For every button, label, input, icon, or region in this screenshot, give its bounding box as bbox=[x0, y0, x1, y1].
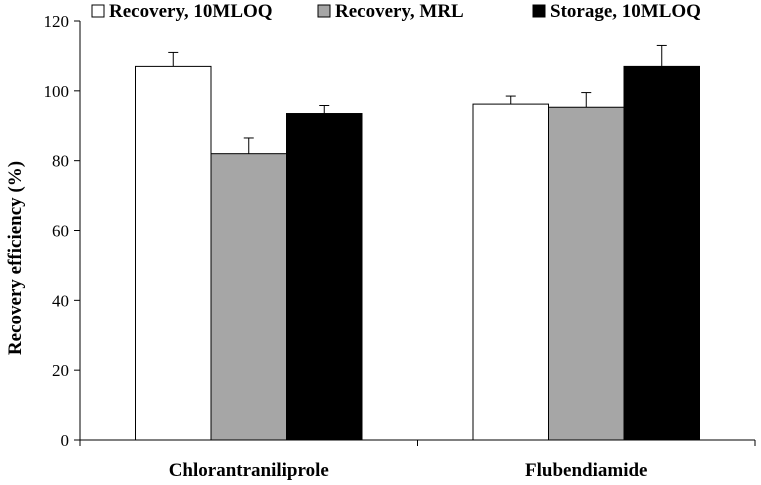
bar bbox=[286, 113, 363, 441]
y-tick-label: 20 bbox=[52, 361, 69, 380]
y-axis-title: Recovery efficiency (%) bbox=[5, 161, 26, 355]
legend-swatch bbox=[532, 4, 546, 18]
legend: Recovery, 10MLOQ Recovery, MRL Storage, 10… bbox=[91, 1, 701, 22]
bars bbox=[135, 65, 700, 441]
legend-label: Storage, 10MLOQ bbox=[550, 1, 701, 22]
y-tick-label: 80 bbox=[52, 152, 69, 171]
bar bbox=[135, 65, 212, 441]
x-category-label: Chlorantraniliprole bbox=[169, 460, 329, 481]
y-tick-label: 60 bbox=[52, 222, 69, 241]
legend-swatch bbox=[317, 4, 331, 18]
x-category-labels: Chlorantraniliprole Flubendiamide bbox=[169, 460, 648, 481]
legend-swatch bbox=[91, 4, 105, 18]
bar bbox=[623, 65, 700, 441]
y-tick-label: 120 bbox=[44, 12, 70, 31]
y-tick-label: 0 bbox=[61, 431, 70, 450]
bar bbox=[210, 153, 287, 441]
bar bbox=[548, 106, 625, 441]
bar bbox=[472, 103, 549, 441]
y-tick-label: 100 bbox=[44, 82, 70, 101]
x-category-label: Flubendiamide bbox=[525, 460, 647, 481]
legend-label: Recovery, 10MLOQ bbox=[109, 1, 273, 22]
y-ticks: 0 20 40 60 80 100 120 bbox=[44, 12, 80, 450]
error-bars bbox=[168, 44, 667, 154]
y-tick-label: 40 bbox=[52, 291, 69, 310]
legend-label: Recovery, MRL bbox=[335, 1, 464, 22]
